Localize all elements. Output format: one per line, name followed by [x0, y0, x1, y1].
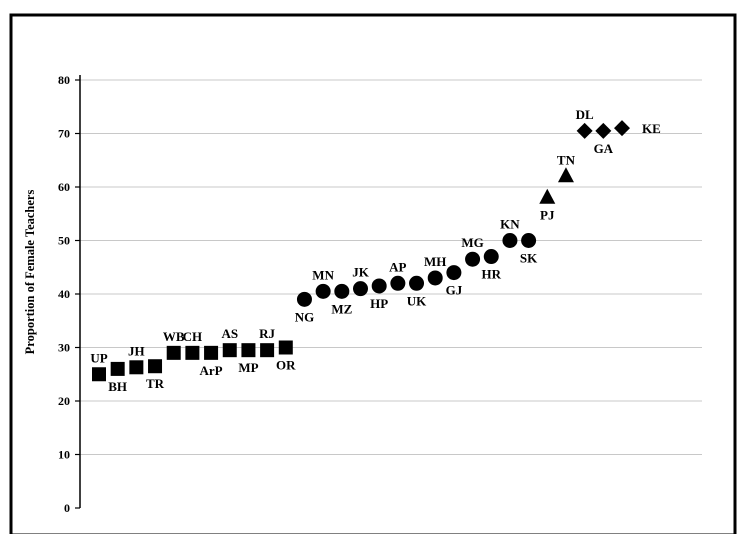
point-wb: [166, 345, 181, 360]
y-tick-label: 80: [58, 73, 70, 87]
point-hr: [483, 249, 499, 265]
point-dl: [576, 122, 593, 139]
y-tick-label: 30: [58, 341, 70, 355]
point-rj: [260, 343, 275, 358]
y-tick-label: 40: [58, 287, 70, 301]
point-hp: [371, 278, 387, 294]
y-tick-label: 60: [58, 180, 70, 194]
label-tr: TR: [146, 376, 165, 391]
y-axis-label: Proportion of Female Teachers: [23, 190, 37, 355]
point-ng: [296, 291, 312, 307]
point-mh: [427, 270, 443, 286]
label-or: OR: [276, 358, 296, 373]
data-labels: UPBHJHTRWBCHArPASMPRJORNGMNMZJKHPAPUKMHG…: [90, 107, 660, 394]
label-uk: UK: [407, 293, 427, 308]
label-ng: NG: [295, 309, 315, 324]
point-mp: [241, 343, 256, 358]
label-mz: MZ: [331, 301, 352, 316]
label-hr: HR: [482, 267, 502, 282]
label-kn: KN: [500, 217, 520, 232]
label-bh: BH: [108, 379, 127, 394]
point-mz: [334, 283, 350, 299]
label-ch: CH: [183, 329, 203, 344]
y-axis-ticks: 0 10 20 30 40 50 60 70 80: [58, 73, 80, 515]
label-mn: MN: [312, 267, 334, 282]
label-gj: GJ: [446, 283, 463, 298]
label-tn: TN: [557, 152, 576, 167]
label-ap: AP: [389, 259, 406, 274]
point-jk: [353, 281, 368, 297]
point-mn: [315, 283, 331, 299]
label-wb: WB: [163, 329, 185, 344]
label-jk: JK: [352, 265, 370, 280]
label-up: UP: [90, 350, 107, 365]
point-tr: [148, 359, 163, 374]
label-mh: MH: [424, 254, 446, 269]
point-ap: [390, 275, 406, 291]
point-gj: [446, 265, 462, 281]
point-ga: [595, 122, 612, 139]
point-kn: [502, 233, 518, 248]
data-points: [92, 120, 630, 382]
point-as: [222, 343, 237, 358]
point-ch: [185, 345, 200, 360]
label-as: AS: [221, 326, 238, 341]
point-ke: [614, 120, 630, 137]
label-jh: JH: [128, 343, 145, 358]
point-pj: [539, 188, 556, 204]
label-mp: MP: [238, 360, 258, 375]
y-tick-label: 70: [58, 127, 70, 141]
point-tn: [557, 167, 574, 183]
y-tick-label: 10: [58, 448, 70, 462]
point-uk: [409, 275, 425, 291]
point-up: [92, 367, 106, 382]
label-rj: RJ: [259, 326, 275, 341]
label-hp: HP: [370, 296, 388, 311]
point-jh: [129, 360, 144, 375]
y-tick-label: 50: [58, 234, 70, 248]
label-arp: ArP: [200, 363, 223, 378]
y-tick-label: 0: [64, 501, 70, 515]
point-mg: [465, 251, 481, 267]
label-mg: MG: [461, 235, 483, 250]
y-tick-label: 20: [58, 394, 70, 408]
point-bh: [110, 361, 125, 376]
point-or: [278, 340, 293, 355]
gridlines: [80, 79, 702, 455]
label-dl: DL: [576, 107, 594, 122]
point-sk: [521, 233, 537, 248]
label-sk: SK: [520, 251, 538, 266]
label-pj: PJ: [540, 208, 555, 223]
label-ga: GA: [594, 141, 614, 156]
label-ke: KE: [642, 121, 661, 136]
outer-border: [9, 13, 737, 534]
point-arp: [204, 345, 219, 360]
